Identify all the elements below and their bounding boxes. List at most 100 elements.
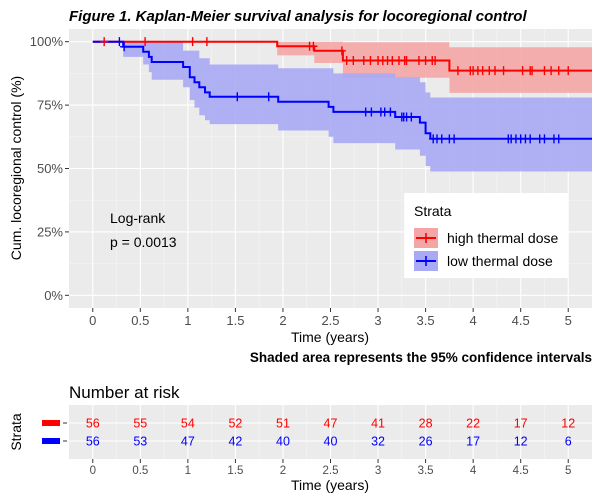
risk-cell: 40 — [324, 435, 338, 449]
y-tick-label: 0% — [44, 288, 63, 303]
risk-x-tick-label: 2 — [280, 465, 286, 477]
x-tick-label: 5 — [565, 313, 572, 328]
x-tick-label: 1 — [184, 313, 191, 328]
risk-cell: 17 — [514, 417, 528, 431]
risk-cell: 17 — [466, 435, 480, 449]
censor-mark — [349, 55, 358, 65]
legend-keys — [414, 228, 438, 271]
y-tick-label: 75% — [37, 98, 63, 113]
censor-mark — [188, 37, 197, 47]
legend-label-low: low thermal dose — [447, 253, 553, 269]
risk-x-tick-label: 3 — [375, 465, 381, 477]
risk-cell: 40 — [276, 435, 290, 449]
risk-x-tick-label: 4.5 — [513, 465, 529, 477]
x-tick-label: 1.5 — [226, 313, 244, 328]
risk-cell: 12 — [514, 435, 528, 449]
risk-cell: 26 — [419, 435, 433, 449]
censor-mark — [554, 66, 563, 76]
x-tick-label: 3 — [374, 313, 381, 328]
y-tick-label: 25% — [37, 224, 63, 239]
censor-mark — [437, 134, 446, 144]
censor-mark — [540, 134, 549, 144]
x-tick-label: 0 — [89, 313, 96, 328]
censor-mark — [499, 66, 508, 76]
legend-label-high: high thermal dose — [447, 230, 559, 246]
survival-curve-1 — [92, 40, 592, 140]
censor-mark — [202, 37, 211, 47]
risk-x-tick-label: 4 — [470, 465, 477, 477]
risk-x-tick-label: 0.5 — [132, 465, 148, 477]
risk-table-cells: 56 55 54 52 51 47 41 28 22 17 12 56 53 47 42 40 40 32 26 17… — [86, 417, 575, 449]
legend-title: Strata — [414, 203, 452, 219]
y-axis-ticks: 0% 25% 50% 75% 100% — [30, 34, 69, 303]
y-axis-title: Cum. locoregional control (%) — [8, 76, 24, 260]
censor-mark — [367, 107, 376, 117]
risk-cell: 47 — [324, 417, 338, 431]
risk-x-tick-label: 1.5 — [227, 465, 243, 477]
censor-mark — [120, 42, 129, 52]
censor-marks — [100, 37, 573, 144]
risk-cell: 54 — [181, 417, 195, 431]
x-axis-title: Time (years) — [291, 329, 369, 345]
logrank-pvalue: p = 0.0013 — [110, 234, 177, 250]
censor-mark — [141, 37, 150, 47]
risk-cell: 47 — [181, 435, 195, 449]
censor-mark — [526, 134, 535, 144]
risk-table-x-title: Time (years) — [291, 477, 369, 493]
legend: Strata high thermal dose low thermal dos… — [404, 193, 568, 278]
risk-table-y-title: Strata — [8, 413, 24, 451]
risk-cell: 12 — [561, 417, 575, 431]
censor-mark — [453, 66, 462, 76]
x-tick-label: 2.5 — [321, 313, 339, 328]
risk-table-strata-keys — [42, 420, 67, 444]
risk-x-tick-label: 1 — [185, 465, 191, 477]
censor-mark — [402, 55, 411, 65]
risk-strata-key — [42, 438, 60, 444]
survival-curve-0 — [92, 40, 592, 72]
censor-mark — [233, 92, 242, 102]
censor-mark — [518, 66, 527, 76]
chart-title: Figure 1. Kaplan-Meier survival analysis… — [69, 8, 527, 25]
censor-mark — [564, 66, 573, 76]
risk-x-tick-label: 5 — [565, 465, 571, 477]
x-tick-label: 4.5 — [512, 313, 530, 328]
risk-cell: 55 — [133, 417, 147, 431]
risk-table-title: Number at risk — [69, 383, 180, 402]
risk-table-gridlines — [69, 405, 592, 459]
ci-footnote: Shaded area represents the 95% confidenc… — [250, 350, 592, 365]
x-tick-label: 0.5 — [131, 313, 149, 328]
risk-cell: 41 — [371, 417, 385, 431]
risk-x-tick-label: 0 — [90, 465, 96, 477]
risk-x-tick-label: 2.5 — [323, 465, 339, 477]
censor-mark — [386, 107, 395, 117]
x-axis-ticks: 0 0.5 1 1.5 2 2.5 3 3.5 4 4.5 5 — [89, 308, 572, 328]
y-tick-label: 100% — [30, 34, 64, 49]
x-tick-label: 3.5 — [417, 313, 435, 328]
logrank-label: Log-rank — [110, 210, 166, 226]
censor-mark — [491, 66, 500, 76]
risk-cell: 42 — [228, 435, 242, 449]
risk-cell: 28 — [419, 417, 433, 431]
censor-mark — [366, 55, 375, 65]
censor-mark — [100, 37, 109, 47]
x-tick-label: 2 — [279, 313, 286, 328]
ci-band-0 — [92, 41, 593, 93]
risk-cell: 53 — [133, 435, 147, 449]
censor-mark — [554, 134, 563, 144]
risk-cell: 51 — [276, 417, 290, 431]
censor-mark — [528, 66, 537, 76]
censor-mark — [431, 55, 440, 65]
censor-mark — [115, 37, 124, 47]
censor-mark — [547, 66, 556, 76]
censor-mark — [264, 92, 273, 102]
risk-x-tick-label: 3.5 — [418, 465, 434, 477]
risk-cell: 22 — [466, 417, 480, 431]
censor-mark — [407, 112, 416, 122]
censor-mark — [309, 41, 318, 51]
censor-mark — [450, 134, 459, 144]
y-tick-label: 50% — [37, 161, 63, 176]
risk-cell: 56 — [86, 435, 100, 449]
censor-mark — [337, 46, 346, 56]
survival-curves — [92, 40, 592, 140]
